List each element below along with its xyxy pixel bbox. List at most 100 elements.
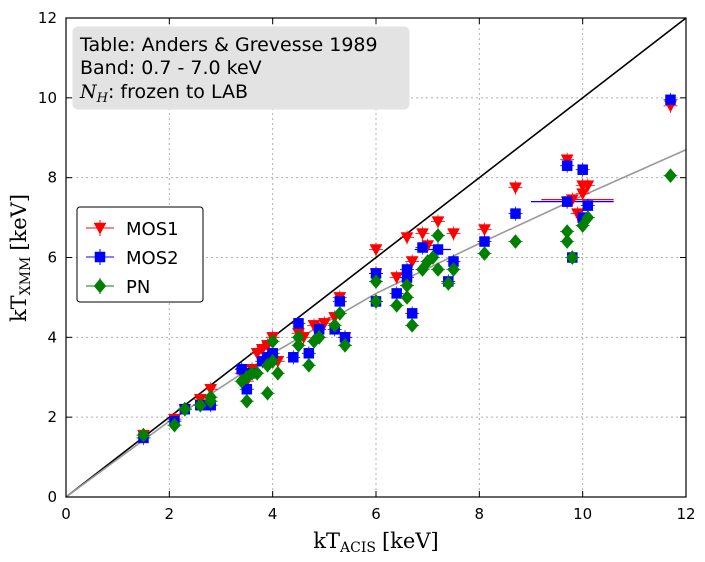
pn-marker [369, 274, 383, 289]
x-axis-label-unit: [keV] [382, 529, 439, 553]
y-tick-label: 6 [47, 249, 57, 267]
pn-marker [478, 246, 491, 261]
y-tick-label: 12 [38, 9, 57, 27]
pn-marker [369, 294, 383, 309]
annotation-nh: NH: frozen to LAB [79, 81, 248, 106]
mos1-marker [576, 188, 590, 201]
annotation-box: Table: Anders & Grevesse 1989 Band: 0.7 … [72, 26, 410, 110]
mos2-marker [334, 296, 346, 307]
x-tick-label: 10 [573, 505, 592, 523]
x-axis-label-main: kT [313, 529, 340, 553]
legend-pn-label: PN [126, 277, 150, 298]
x-tick-label: 6 [371, 505, 381, 523]
mos2-marker [582, 200, 594, 211]
axis-ticks: 0 2 4 6 8 10 12 0 2 4 6 8 10 12 [38, 9, 696, 523]
x-tick-label: 2 [165, 505, 175, 523]
mos2-marker [391, 288, 402, 299]
legend-frame [76, 206, 204, 303]
mos1-marker [560, 154, 574, 167]
legend-mos1-marker [93, 222, 107, 235]
mos2-marker [417, 242, 428, 253]
mos1-marker [478, 224, 491, 237]
mos1-marker [447, 228, 460, 241]
mos1-marker [509, 182, 522, 195]
x-tick-label: 0 [61, 505, 71, 523]
pn-marker [194, 397, 207, 413]
pn-marker [266, 333, 279, 349]
y-axis-label-unit: [keV] [7, 194, 31, 251]
pn-marker [560, 234, 574, 249]
y-tick-label: 8 [47, 169, 57, 187]
pn-marker [390, 298, 403, 313]
mos2-marker [432, 244, 444, 255]
y-axis-label: kTXMM [keV] [7, 194, 34, 322]
mos2-marker [665, 94, 676, 106]
mos2-marker [561, 196, 573, 207]
x-axis-label: kTACIS [keV] [313, 529, 438, 556]
x-tick-label: 4 [268, 505, 278, 523]
mos1-marker [369, 244, 383, 257]
annotation-nh-subscript: H [96, 91, 109, 106]
x-tick-label: 12 [676, 505, 695, 523]
x-tick-label: 8 [475, 505, 485, 523]
mos2-marker [479, 236, 490, 247]
pn-marker [442, 276, 455, 291]
mos1-marker [431, 216, 445, 229]
annotation-band: Band: 0.7 - 7.0 keV [80, 57, 262, 79]
pn-marker [431, 228, 445, 243]
mos1-marker [416, 228, 429, 241]
mos1-marker [400, 232, 414, 245]
y-tick-label: 10 [38, 89, 57, 107]
y-tick-label: 0 [47, 488, 57, 506]
mos2-marker [293, 318, 304, 329]
annotation-background [72, 26, 410, 110]
y-axis-label-main: kT [7, 295, 31, 322]
y-axis-label-subscript: XMM [18, 257, 34, 296]
mos2-marker [561, 160, 573, 171]
mos1-marker [581, 180, 595, 193]
legend-pn-marker [93, 278, 107, 294]
annotation-nh-rest: : frozen to LAB [108, 81, 248, 103]
pn-marker [426, 250, 440, 265]
pn-marker [168, 417, 181, 433]
pn-marker [566, 250, 579, 265]
legend-mos1-label: MOS1 [126, 219, 179, 240]
mos1-marker [390, 272, 404, 284]
pn-marker [266, 353, 279, 369]
mos2-marker [577, 164, 588, 175]
mos1-marker [317, 318, 331, 330]
mos2-marker [510, 208, 521, 219]
x-axis-label-subscript: ACIS [339, 540, 376, 556]
pn-marker [581, 210, 595, 225]
pn-marker [261, 385, 274, 401]
data-markers [137, 94, 677, 444]
pn-marker [509, 234, 522, 249]
pn-marker [312, 329, 326, 345]
pn-marker [302, 357, 316, 373]
pn-marker [292, 337, 305, 353]
mos2-marker [406, 308, 418, 319]
y-tick-label: 4 [47, 328, 57, 346]
pn-marker [447, 262, 460, 277]
pn-marker [405, 317, 419, 333]
pn-marker [250, 365, 264, 381]
legend-mos2-marker [94, 251, 106, 263]
pn-marker [240, 393, 254, 409]
mos2-marker [303, 348, 315, 359]
mos2-marker [288, 352, 299, 363]
pn-marker [271, 365, 285, 381]
pn-marker [664, 168, 677, 184]
mos1-marker [405, 256, 419, 269]
pn-marker [338, 337, 352, 353]
pn-marker [137, 427, 150, 443]
mos1-marker [204, 383, 218, 396]
pn-marker [328, 317, 341, 333]
pn-marker [400, 290, 414, 305]
legend-mos2-label: MOS2 [126, 248, 179, 269]
pn-marker [431, 262, 445, 277]
pn-marker [204, 393, 217, 409]
annotation-nh-symbol: N [79, 81, 98, 103]
pn-marker [333, 305, 347, 321]
y-tick-label: 2 [47, 408, 57, 426]
